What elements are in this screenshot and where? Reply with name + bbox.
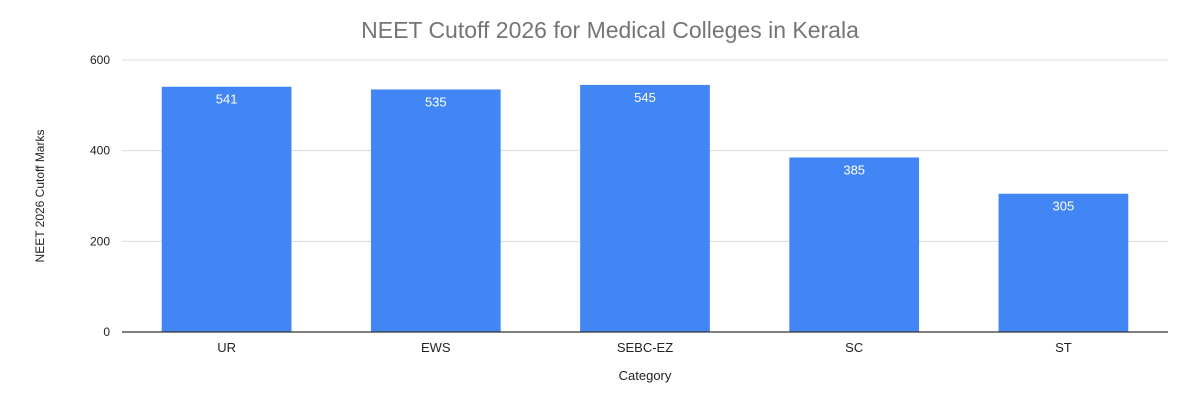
- bar-sc: [789, 157, 920, 332]
- y-axis-label: NEET 2026 Cutoff Marks: [33, 130, 47, 263]
- y-axis-ticks: 0 200 400 600: [90, 53, 110, 339]
- bar-sebc-ez: [580, 84, 710, 332]
- data-label: 541: [216, 92, 238, 107]
- data-label: 545: [634, 90, 656, 105]
- x-axis-label: Category: [619, 368, 672, 383]
- x-tick-label: UR: [217, 340, 236, 355]
- data-label: 305: [1053, 199, 1075, 214]
- x-tick-label: SC: [845, 340, 863, 355]
- x-axis-ticks: UR EWS SEBC-EZ SC ST: [217, 340, 1072, 355]
- y-tick-label: 200: [90, 234, 110, 248]
- chart-title: NEET Cutoff 2026 for Medical Colleges in…: [361, 17, 859, 43]
- x-tick-label: EWS: [421, 340, 451, 355]
- x-tick-label: ST: [1055, 340, 1072, 355]
- y-tick-label: 600: [90, 53, 110, 67]
- y-tick-label: 0: [103, 325, 110, 339]
- bar-ews: [370, 89, 501, 332]
- bars: 541 535 545 385 305: [161, 84, 1129, 332]
- y-tick-label: 400: [90, 144, 110, 158]
- x-tick-label: SEBC-EZ: [617, 340, 673, 355]
- bar-st: [998, 193, 1129, 332]
- data-label: 385: [843, 162, 865, 177]
- data-label: 535: [425, 94, 447, 109]
- bar-ur: [161, 86, 292, 332]
